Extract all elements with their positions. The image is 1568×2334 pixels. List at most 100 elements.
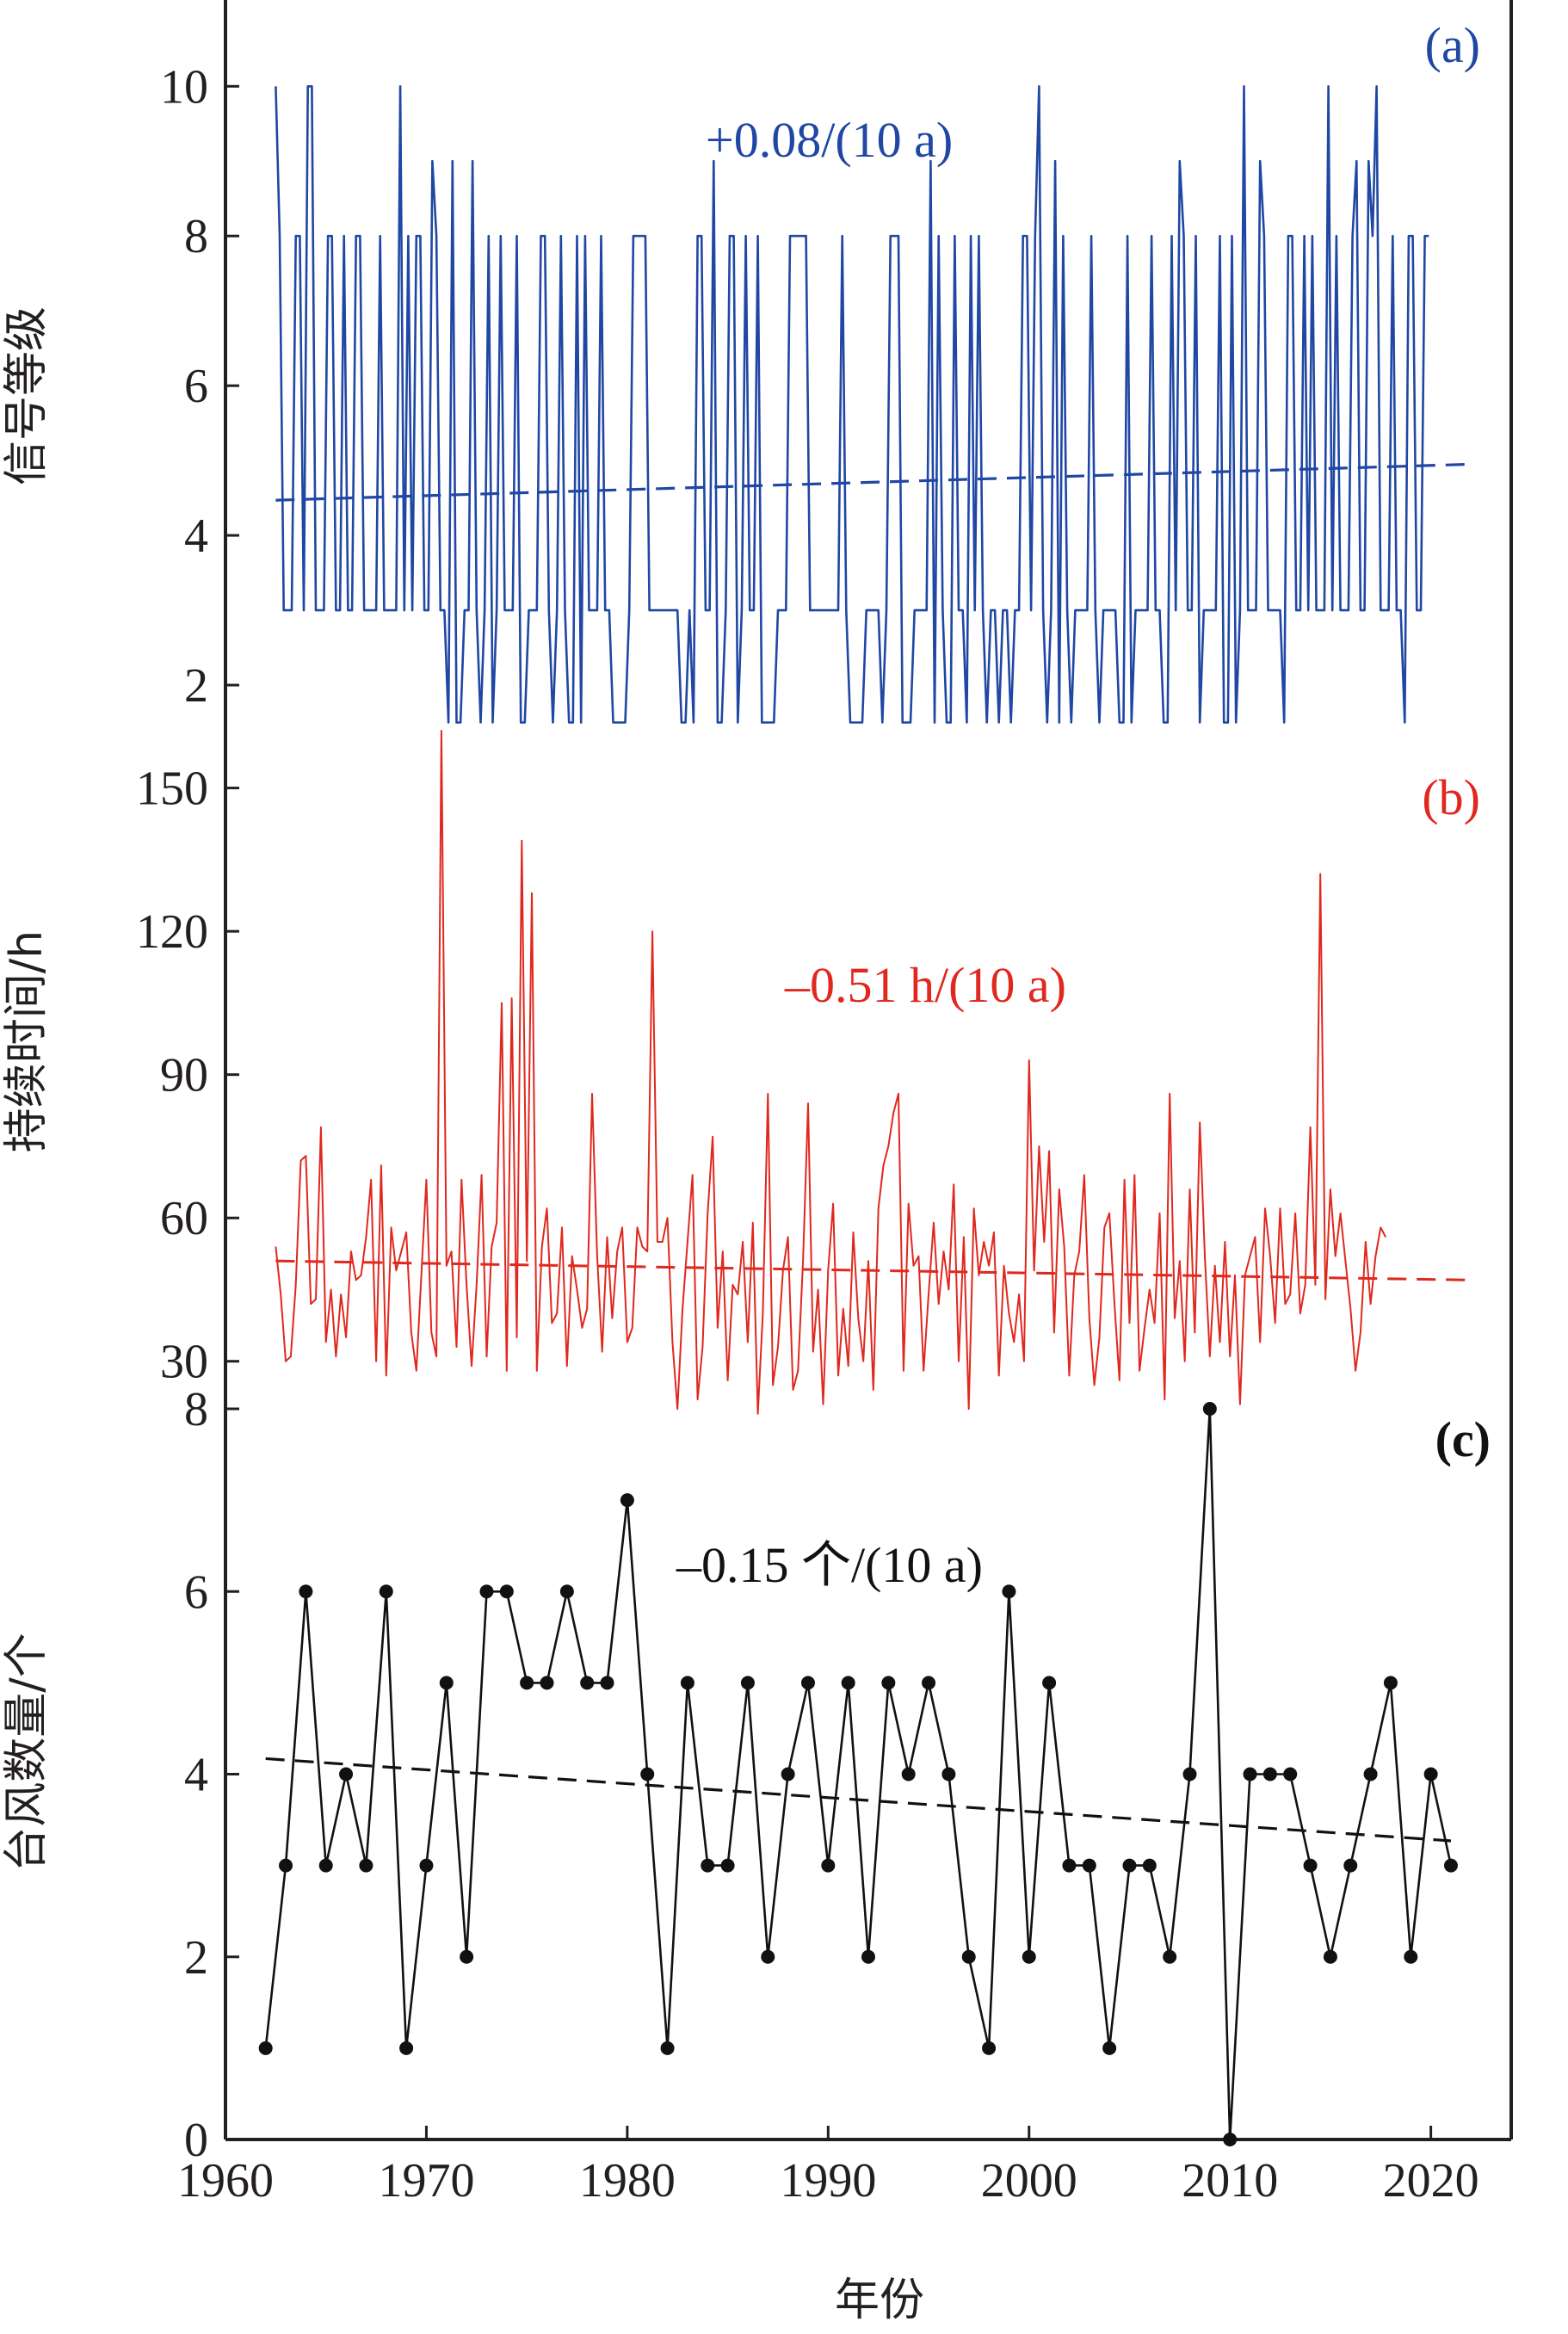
data-point — [680, 1676, 694, 1690]
data-point — [701, 1858, 715, 1873]
panel-a-signal-level: 2 4 6 8 10 信号等级 (a) +0.08/(10 a) — [1, 17, 1480, 724]
trend-label-b: –0.51 h/(10 a) — [784, 957, 1066, 1013]
trend-line-a — [275, 462, 1470, 502]
data-point — [1182, 1767, 1197, 1781]
data-point — [460, 1949, 474, 1964]
y-tick-label: 60 — [160, 1192, 208, 1245]
data-point — [1343, 1858, 1358, 1873]
data-point — [1163, 1949, 1177, 1964]
data-point — [279, 1858, 293, 1873]
data-point — [1262, 1767, 1277, 1781]
y-tick-label: 30 — [160, 1336, 208, 1389]
panel-label-b: (b) — [1422, 769, 1480, 825]
y-tick-label: 90 — [160, 1049, 208, 1102]
y-axis-title-c: 台风数量/个 — [1, 1633, 52, 1872]
data-point — [800, 1676, 815, 1690]
data-point — [1002, 1584, 1016, 1599]
x-tick-label: 2020 — [1383, 2154, 1479, 2207]
x-tick-label: 1980 — [579, 2154, 676, 2207]
series-line-b — [275, 730, 1386, 1415]
data-point — [1423, 1767, 1438, 1781]
x-tick-label: 1970 — [378, 2154, 474, 2207]
data-point — [359, 1858, 373, 1873]
data-point — [1122, 1858, 1137, 1873]
data-point — [821, 1858, 836, 1873]
data-point — [499, 1584, 514, 1599]
data-point — [720, 1858, 735, 1873]
data-point — [379, 1584, 393, 1599]
data-point — [1062, 1858, 1077, 1873]
x-tick-label: 1960 — [177, 2154, 274, 2207]
y-tick-label: 2 — [184, 1931, 208, 1985]
data-point — [941, 1767, 956, 1781]
x-axis-ticks: 1960 1970 1980 1990 2000 2010 2020 — [177, 2126, 1479, 2207]
x-tick-label: 2000 — [981, 2154, 1077, 2207]
y-axis-ticks-a: 2 4 6 8 10 — [160, 60, 239, 713]
data-point — [439, 1676, 454, 1690]
y-tick-label: 4 — [184, 509, 208, 563]
y-tick-label: 6 — [184, 360, 208, 413]
data-point — [1323, 1949, 1337, 1964]
y-axis-title-a: 信号等级 — [1, 306, 52, 485]
y-axis-ticks-b: 30 60 90 120 150 — [136, 763, 239, 1389]
data-point — [339, 1767, 354, 1781]
data-point — [861, 1949, 875, 1964]
data-point — [1363, 1767, 1378, 1781]
y-axis-title-b: 持续时间/h — [1, 930, 52, 1152]
data-point — [1303, 1858, 1318, 1873]
data-point — [1223, 2133, 1238, 2146]
data-point — [258, 2041, 273, 2055]
data-point — [660, 2041, 675, 2055]
data-point — [1022, 1949, 1036, 1964]
data-point — [1102, 2041, 1117, 2055]
data-point — [961, 1949, 976, 1964]
panel-label-c: (c) — [1435, 1411, 1491, 1467]
y-tick-label: 150 — [136, 763, 208, 816]
data-point — [318, 1858, 333, 1873]
y-tick-label: 0 — [184, 2114, 208, 2167]
y-tick-label: 120 — [136, 905, 208, 959]
panel-b-duration: 30 60 90 120 150 持续时间/h (b) –0.51 h/(10 a) — [1, 730, 1480, 1415]
x-axis-title: 年份 — [835, 2275, 924, 2326]
data-point — [1082, 1858, 1096, 1873]
trend-line-b — [275, 1259, 1472, 1281]
data-point — [901, 1767, 916, 1781]
series-line-a — [275, 85, 1429, 724]
data-point — [299, 1584, 313, 1599]
x-tick-label: 1990 — [780, 2154, 876, 2207]
data-point — [419, 1858, 434, 1873]
trend-label-c: –0.15 个/(10 a) — [676, 1537, 983, 1593]
data-point — [580, 1676, 595, 1690]
data-point — [1404, 1949, 1418, 1964]
data-point — [922, 1676, 936, 1690]
y-tick-label: 6 — [184, 1565, 208, 1619]
trend-label-a: +0.08/(10 a) — [706, 112, 953, 168]
data-point — [559, 1584, 574, 1599]
series-points-c — [258, 1402, 1458, 2146]
data-point — [399, 2041, 414, 2055]
trend-line-c — [265, 1757, 1452, 1843]
y-tick-label: 8 — [184, 210, 208, 263]
data-point — [1042, 1676, 1057, 1690]
data-point — [620, 1493, 634, 1508]
data-point — [640, 1767, 655, 1781]
data-point — [1283, 1767, 1298, 1781]
data-point — [600, 1676, 614, 1690]
data-point — [881, 1676, 896, 1690]
data-point — [841, 1676, 855, 1690]
y-axis-ticks-c: 0 2 4 6 8 — [184, 1383, 239, 2167]
data-point — [1383, 1676, 1398, 1690]
data-point — [479, 1584, 494, 1599]
y-tick-label: 10 — [160, 60, 208, 114]
data-point — [1142, 1858, 1157, 1873]
y-tick-label: 8 — [184, 1383, 208, 1436]
data-point — [1202, 1402, 1217, 1416]
data-point — [1243, 1767, 1257, 1781]
data-point — [520, 1676, 534, 1690]
y-tick-label: 2 — [184, 659, 208, 713]
data-point — [761, 1949, 775, 1964]
data-point — [781, 1767, 795, 1781]
data-point — [1443, 1858, 1458, 1873]
plot-frame — [224, 0, 1513, 2141]
